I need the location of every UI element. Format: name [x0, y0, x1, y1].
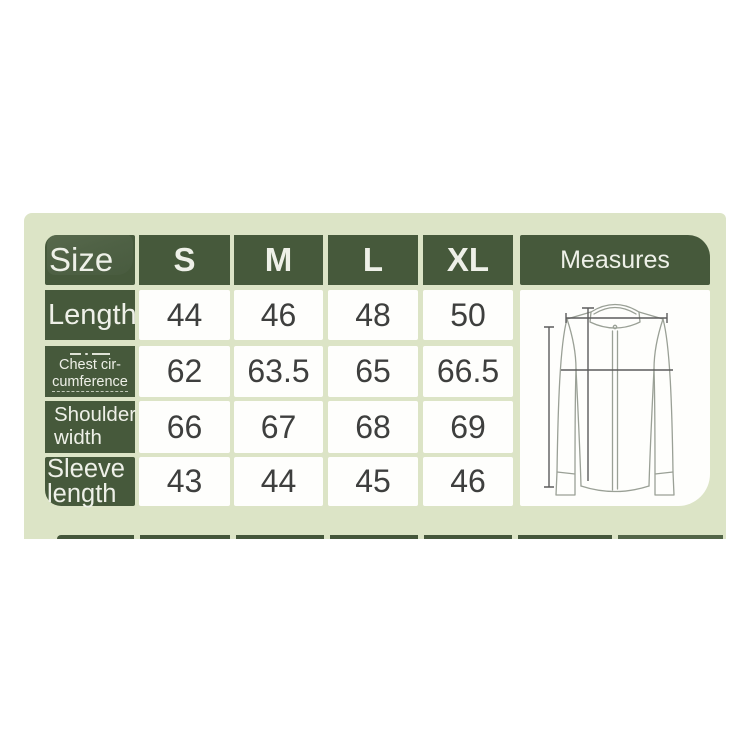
chest-label-line1: Chest cir-: [58, 357, 122, 374]
value-chest-l: 65: [328, 346, 418, 397]
shoulder-label-line1: Shoulder: [54, 403, 137, 427]
value-sleeve-l: 45: [328, 457, 418, 506]
next-table-edge-segment: [57, 535, 134, 539]
row-label-chest-circumference: Chest cir- cumference: [45, 346, 135, 397]
shirt-diagram: [544, 303, 675, 496]
value-shoulder-m: 67: [234, 401, 323, 453]
next-table-edge-segment: [236, 535, 324, 539]
size-chart-panel: Size S M L XL Measures Length 44 46 48 5…: [24, 213, 726, 539]
measures-diagram-cell: [520, 290, 710, 506]
value-sleeve-s: 43: [139, 457, 230, 506]
size-cell-highlight: [47, 235, 133, 275]
sleeve-label-line1: Sleeve: [47, 454, 125, 483]
value-length-l: 48: [328, 290, 418, 340]
col-header-m: M: [234, 235, 323, 285]
row-label-shoulder-width: Shoulder width: [45, 401, 137, 453]
value-sleeve-m: 44: [234, 457, 323, 506]
value-chest-s: 62: [139, 346, 230, 397]
shoulder-label-line2: width: [54, 426, 102, 449]
value-shoulder-s: 66: [139, 401, 230, 453]
size-header-cell: Size: [45, 235, 135, 285]
sleeve-label-line2: length: [47, 479, 117, 508]
col-header-s: S: [139, 235, 230, 285]
next-table-edge-segment: [618, 535, 723, 539]
chest-label-decoration: [70, 351, 110, 356]
value-chest-m: 63.5: [234, 346, 323, 397]
value-shoulder-xl: 69: [423, 401, 513, 453]
value-length-m: 46: [234, 290, 323, 340]
row-label-sleeve-length: Sleeve length: [45, 454, 135, 508]
value-chest-xl: 66.5: [423, 346, 513, 397]
next-table-edge-segment: [140, 535, 230, 539]
value-sleeve-xl: 46: [423, 457, 513, 506]
next-table-edge-segment: [518, 535, 612, 539]
next-table-edge-segment: [424, 535, 512, 539]
value-length-s: 44: [139, 290, 230, 340]
col-header-xl: XL: [423, 235, 513, 285]
col-header-l: L: [328, 235, 418, 285]
chest-label-line2: cumference: [52, 374, 128, 392]
next-table-edge-segment: [330, 535, 418, 539]
measures-header-cell: Measures: [520, 235, 710, 285]
size-header-label: Size: [49, 241, 114, 278]
value-shoulder-l: 68: [328, 401, 418, 453]
row-label-length: Length: [45, 290, 137, 340]
value-length-xl: 50: [423, 290, 513, 340]
